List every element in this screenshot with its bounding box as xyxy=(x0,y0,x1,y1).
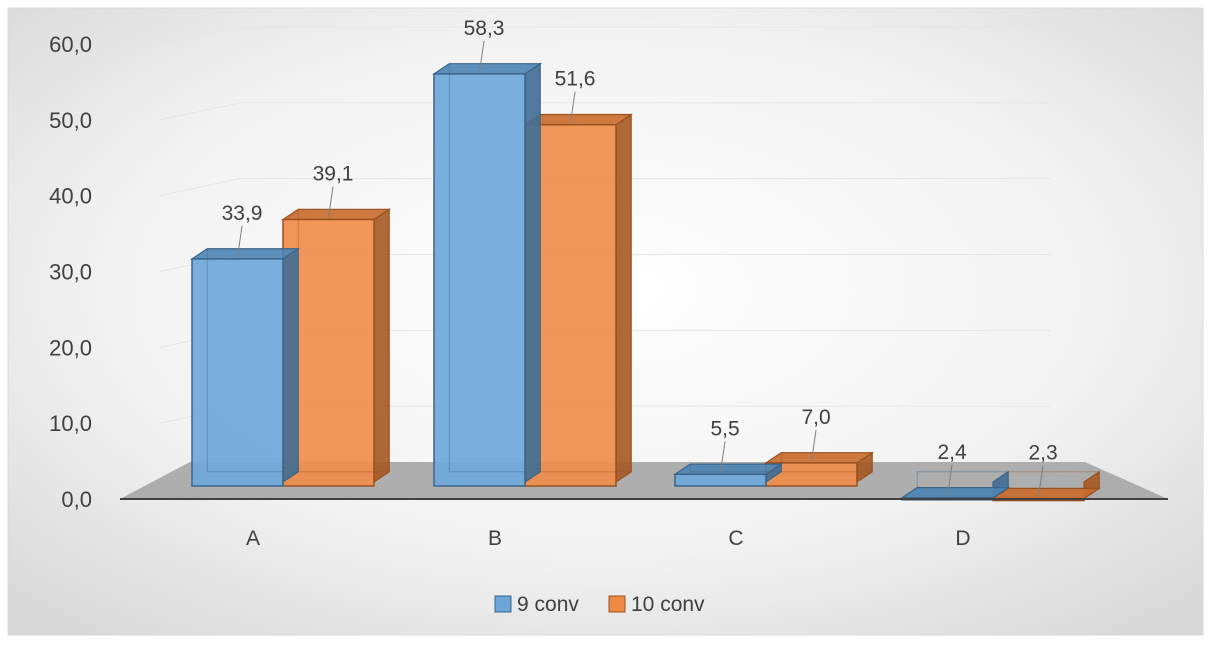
data-label: 2,3 xyxy=(1028,442,1057,465)
y-tick-label: 50,0 xyxy=(49,108,92,133)
bar-top xyxy=(993,488,1099,498)
data-label: 7,0 xyxy=(801,406,830,429)
bar-side xyxy=(374,209,389,482)
bar-top xyxy=(434,64,540,74)
bar-top xyxy=(902,488,1008,498)
y-tick-label: 60,0 xyxy=(49,32,92,57)
bar-10-conv-A xyxy=(283,209,389,486)
legend-label: 9 conv xyxy=(517,593,579,616)
bar-10-conv-B xyxy=(525,115,631,487)
bar-side xyxy=(525,64,540,482)
bar-top xyxy=(283,209,389,219)
y-tick-label: 20,0 xyxy=(49,335,92,360)
data-label: 2,4 xyxy=(937,441,967,464)
y-tick-label: 40,0 xyxy=(49,184,92,209)
bar-front xyxy=(192,259,283,486)
bar-9-conv-A xyxy=(192,249,298,486)
data-label: 39,1 xyxy=(313,162,354,185)
bar-top xyxy=(525,115,631,125)
data-label: 5,5 xyxy=(710,417,739,440)
bar-top xyxy=(675,464,781,474)
legend-swatch xyxy=(609,596,625,612)
bar-9-conv-C xyxy=(675,464,781,486)
legend-label: 10 conv xyxy=(631,593,705,616)
bar-top xyxy=(192,249,298,259)
x-tick-label: A xyxy=(246,527,260,550)
bar-9-conv-B xyxy=(434,64,540,486)
bar-front xyxy=(434,74,525,486)
bar-10-conv-C xyxy=(766,453,872,486)
bar-side xyxy=(283,249,298,482)
bar-front xyxy=(675,474,766,486)
y-tick-label: 0,0 xyxy=(61,487,92,512)
data-label: 33,9 xyxy=(222,202,263,225)
data-label: 51,6 xyxy=(555,68,596,91)
x-tick-label: D xyxy=(955,527,970,550)
y-tick-label: 30,0 xyxy=(49,260,92,285)
legend-swatch xyxy=(495,596,511,612)
y-tick-label: 10,0 xyxy=(49,411,92,436)
bar-top xyxy=(766,453,872,463)
bar-side xyxy=(616,115,631,483)
x-tick-label: C xyxy=(728,527,743,550)
data-label: 58,3 xyxy=(464,17,505,40)
x-tick-label: B xyxy=(488,527,502,550)
